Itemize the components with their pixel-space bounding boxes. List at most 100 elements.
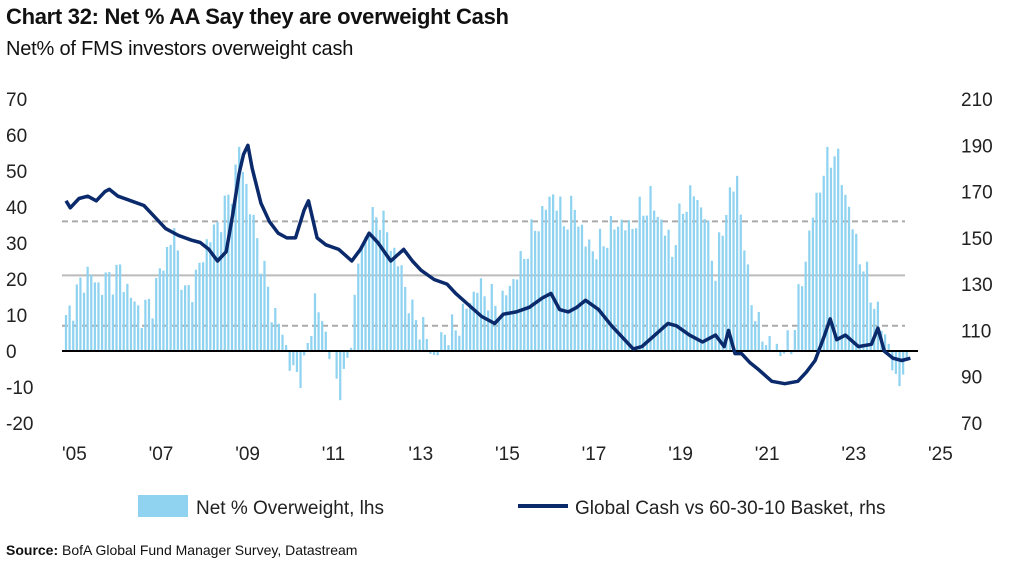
bar	[833, 156, 836, 351]
legend-line-label: Global Cash vs 60-30-10 Basket, rhs	[575, 498, 886, 519]
bar	[461, 303, 465, 351]
bar	[281, 334, 284, 351]
bar	[616, 226, 620, 351]
bar	[505, 295, 508, 351]
x-tick-label: '25	[928, 444, 953, 465]
x-tick-label: '15	[495, 444, 520, 465]
bar	[653, 210, 656, 351]
bar	[205, 239, 208, 351]
left-tick-label: 60	[6, 126, 27, 147]
bar	[422, 317, 425, 351]
x-axis-ticks: '05 '07 '09 '11 '13 '15 '17 '19 '21 '23 '25	[62, 444, 953, 465]
left-tick-label: 30	[6, 234, 27, 255]
bar	[375, 217, 378, 351]
bar	[840, 185, 843, 351]
bar	[902, 351, 905, 375]
bar	[898, 351, 901, 387]
bar	[295, 351, 299, 372]
bar	[321, 321, 324, 351]
bar	[822, 175, 825, 351]
bar	[526, 258, 529, 351]
bar	[819, 192, 822, 351]
bar	[627, 220, 631, 351]
bar	[537, 231, 540, 351]
bar	[440, 332, 443, 351]
bar	[248, 214, 252, 351]
bar	[883, 334, 887, 351]
bar	[645, 215, 649, 351]
bar	[198, 262, 201, 351]
bar	[602, 246, 605, 351]
bar	[115, 264, 118, 351]
left-tick-label: 70	[6, 90, 27, 111]
bar	[595, 259, 598, 351]
bar	[656, 216, 659, 351]
bar	[476, 292, 479, 351]
bar	[346, 351, 349, 358]
bar	[100, 294, 104, 351]
bar	[797, 284, 800, 351]
bar	[804, 261, 807, 351]
bar	[624, 230, 627, 351]
bar	[757, 312, 760, 351]
bar	[598, 228, 602, 351]
bar	[786, 330, 789, 351]
bar	[158, 268, 161, 351]
bar	[642, 215, 645, 351]
bar	[104, 272, 107, 351]
bar	[162, 270, 165, 351]
bar	[180, 289, 183, 351]
bar	[609, 215, 612, 351]
bar	[544, 209, 548, 351]
bar	[201, 262, 205, 351]
bar	[411, 299, 414, 351]
x-tick-label: '07	[149, 444, 174, 465]
line-series-path	[64, 143, 911, 386]
left-tick-label: 10	[6, 306, 27, 327]
bar	[292, 351, 295, 366]
bar	[490, 284, 493, 351]
bar	[93, 282, 96, 351]
right-tick-label: 190	[961, 136, 993, 157]
bar	[414, 320, 418, 351]
bar	[790, 351, 793, 355]
left-tick-label: -10	[6, 378, 33, 399]
x-tick-label: '05	[62, 444, 87, 465]
bar	[194, 269, 198, 351]
bar	[443, 334, 446, 351]
right-tick-label: 110	[961, 321, 991, 342]
bar	[782, 351, 786, 354]
bar	[588, 239, 591, 351]
bar	[743, 250, 746, 351]
bar	[570, 195, 573, 351]
bar	[483, 296, 486, 351]
bar	[407, 313, 410, 351]
bar	[559, 196, 562, 351]
chart-subtitle: Net% of FMS investors overweight cash	[6, 38, 354, 60]
bar	[357, 263, 360, 351]
left-tick-label: 50	[6, 162, 27, 183]
bar	[494, 305, 497, 351]
bar	[725, 214, 728, 351]
bar	[761, 341, 764, 351]
bar	[284, 345, 288, 351]
bar	[638, 196, 641, 351]
bar	[775, 343, 778, 351]
bar	[450, 314, 454, 351]
right-tick-label: 150	[961, 229, 993, 250]
bar	[663, 235, 667, 351]
bar	[111, 294, 115, 351]
bar	[227, 194, 230, 351]
left-axis-ticks: 70 60 50 40 30 20 10 0 -10 -20	[6, 90, 33, 435]
left-tick-label: -20	[6, 414, 33, 435]
right-tick-label: 90	[961, 368, 982, 389]
bar	[634, 228, 638, 351]
bar	[382, 210, 385, 351]
bar	[364, 236, 367, 351]
bar	[418, 339, 421, 351]
bar	[432, 351, 436, 355]
bar	[86, 266, 89, 351]
bar	[826, 146, 829, 351]
bar	[869, 302, 872, 351]
